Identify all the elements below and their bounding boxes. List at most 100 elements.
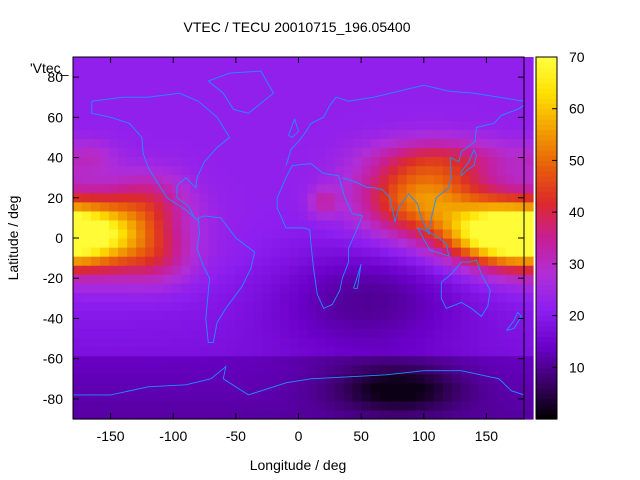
heatmap-cell <box>298 93 309 103</box>
heatmap-cell <box>244 265 254 275</box>
heatmap-cell <box>208 66 218 76</box>
heatmap-cell <box>235 283 245 293</box>
heatmap-cell <box>307 129 318 140</box>
heatmap-cell <box>406 66 417 76</box>
heatmap-cell <box>496 120 507 130</box>
heatmap-cell <box>271 292 282 302</box>
heatmap-cell <box>199 373 209 384</box>
heatmap-cell <box>118 138 128 149</box>
heatmap-cell <box>289 66 300 76</box>
heatmap-cell <box>442 57 453 67</box>
heatmap-cell <box>307 409 318 420</box>
heatmap-cell <box>199 274 209 284</box>
heatmap-cell <box>496 283 507 293</box>
heatmap-cells <box>73 57 534 420</box>
heatmap-cell <box>136 57 146 67</box>
heatmap-cell <box>514 328 525 339</box>
heatmap-cell <box>136 111 146 121</box>
heatmap-cell <box>325 274 336 284</box>
colorbar-step <box>536 124 557 130</box>
heatmap-cell <box>208 111 218 121</box>
heatmap-cell <box>397 147 408 158</box>
heatmap-cell <box>298 57 309 67</box>
heatmap-cell <box>172 319 182 330</box>
heatmap-cell <box>478 192 489 203</box>
heatmap-cell <box>226 265 236 275</box>
heatmap-cell <box>316 400 327 411</box>
heatmap-cell <box>325 319 336 330</box>
heatmap-cell <box>442 93 453 103</box>
heatmap-cell <box>136 84 146 94</box>
colorbar-step <box>536 320 557 327</box>
heatmap-cell <box>226 183 236 194</box>
heatmap-cell <box>469 111 480 121</box>
heatmap-cell <box>343 346 354 357</box>
heatmap-cell <box>397 120 408 130</box>
heatmap-cell <box>298 111 309 121</box>
heatmap-cell <box>271 247 282 257</box>
heatmap-cell <box>181 93 191 103</box>
heatmap-cell <box>190 165 200 176</box>
heatmap-cell <box>388 120 399 130</box>
heatmap-cell <box>91 138 101 149</box>
heatmap-cell <box>352 409 363 420</box>
heatmap-cell <box>127 138 137 149</box>
heatmap-cell <box>424 274 435 284</box>
heatmap-cell <box>271 274 282 284</box>
heatmap-cell <box>190 256 200 266</box>
heatmap-cell <box>361 310 372 321</box>
heatmap-cell <box>487 247 498 257</box>
heatmap-cell <box>136 174 146 185</box>
heatmap-cell <box>289 283 300 293</box>
heatmap-cell <box>271 156 282 167</box>
heatmap-cell <box>469 75 480 85</box>
heatmap-cell <box>145 219 155 230</box>
heatmap-cell <box>280 165 291 176</box>
colorbar-step <box>536 325 557 332</box>
heatmap-cell <box>154 183 164 194</box>
heatmap-cell <box>163 409 173 420</box>
heatmap-cell <box>118 328 128 339</box>
heatmap-cell <box>514 409 525 420</box>
heatmap-cell <box>217 301 227 311</box>
heatmap-cell <box>289 346 300 357</box>
heatmap-cell <box>136 274 146 284</box>
heatmap-cell <box>109 274 119 284</box>
heatmap-cell <box>235 210 245 221</box>
heatmap-cell <box>163 111 173 121</box>
heatmap-cell <box>442 364 453 375</box>
heatmap-cell <box>109 283 119 293</box>
heatmap-cell <box>361 192 372 203</box>
heatmap-cell <box>524 57 534 67</box>
heatmap-cell <box>379 355 390 366</box>
heatmap-cell <box>316 283 327 293</box>
colorbar-step <box>536 372 557 379</box>
heatmap-cell <box>487 228 498 239</box>
heatmap-cell <box>325 355 336 366</box>
heatmap-cell <box>406 93 417 103</box>
heatmap-cell <box>127 319 137 330</box>
heatmap-cell <box>469 310 480 321</box>
heatmap-cell <box>91 102 101 112</box>
heatmap-cell <box>172 409 182 420</box>
heatmap-cell <box>253 301 264 311</box>
heatmap-cell <box>316 192 327 203</box>
heatmap-cell <box>298 219 309 230</box>
heatmap-cell <box>172 256 182 266</box>
heatmap-cell <box>343 228 354 239</box>
heatmap-cell <box>253 400 264 411</box>
heatmap-cell <box>127 355 137 366</box>
heatmap-cell <box>199 192 209 203</box>
heatmap-cell <box>136 256 146 266</box>
heatmap-cell <box>172 75 182 85</box>
heatmap-cell <box>352 210 363 221</box>
heatmap-cell <box>514 156 525 167</box>
colorbar-step <box>536 222 557 229</box>
heatmap-cell <box>244 238 254 248</box>
heatmap-cell <box>199 238 209 248</box>
heatmap-cell <box>289 265 300 275</box>
heatmap-cell <box>370 219 381 230</box>
heatmap-cell <box>82 84 92 94</box>
heatmap-cell <box>334 75 345 85</box>
colorbar-step <box>536 72 557 79</box>
